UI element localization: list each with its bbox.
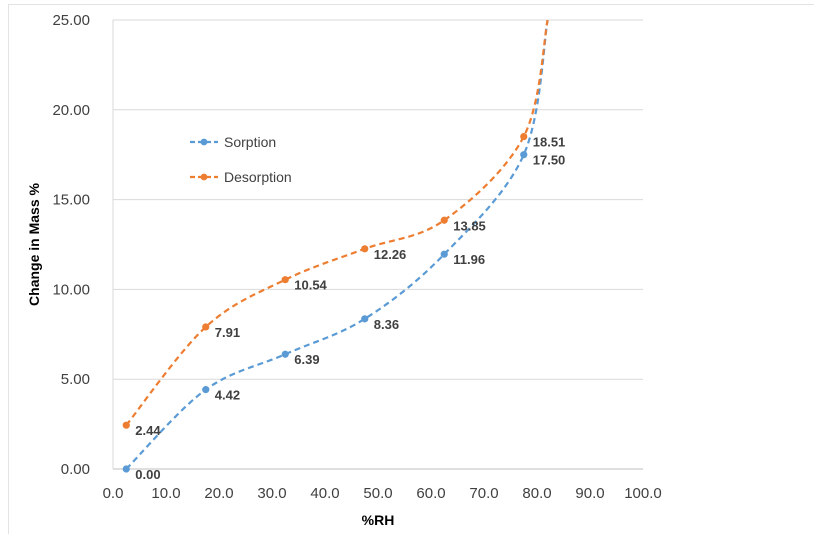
- legend: Sorption Desorption: [190, 134, 292, 185]
- x-tick-label: 40.0: [310, 485, 339, 502]
- chart-frame: [8, 4, 814, 534]
- desorption-marker: [202, 323, 210, 331]
- desorption-data-label: 10.54: [294, 278, 327, 293]
- sorption-data-label: 8.36: [374, 317, 399, 332]
- sorption-line: [125, 20, 549, 470]
- desorption-data-label: 2.44: [135, 423, 161, 438]
- sorption-marker: [361, 315, 369, 323]
- desorption-marker: [122, 421, 130, 429]
- legend-marker-desorption: [200, 173, 208, 181]
- sorption-marker: [122, 465, 130, 473]
- desorption-marker: [281, 276, 289, 284]
- x-tick-label: 90.0: [575, 485, 604, 502]
- desorption-data-label: 12.26: [374, 247, 407, 262]
- sorption-marker: [440, 250, 448, 258]
- sorption-data-label: 17.50: [533, 153, 566, 168]
- legend-marker-sorption: [200, 138, 208, 146]
- x-tick-label: 20.0: [204, 485, 233, 502]
- desorption-data-label: 7.91: [215, 325, 240, 340]
- sorption-data-label: 6.39: [294, 352, 319, 367]
- sorption-data-label: 11.96: [453, 252, 485, 267]
- x-tick-label: 10.0: [151, 485, 180, 502]
- x-tick-label: 0.0: [103, 485, 124, 502]
- series-layer: [122, 20, 549, 473]
- y-tick-label: 0.00: [61, 461, 90, 478]
- desorption-marker: [520, 132, 528, 141]
- y-tick-label: 10.00: [52, 281, 90, 298]
- data-labels: 0.00 4.42 6.39 8.36 11.96 17.50 2.44 7.91 10.54 1…: [135, 135, 565, 482]
- sorption-data-label: 4.42: [215, 388, 240, 403]
- desorption-marker: [361, 245, 369, 253]
- x-tick-label: 50.0: [363, 485, 392, 502]
- x-axis-title: %RH: [362, 512, 395, 528]
- y-axis-title: Change in Mass %: [26, 182, 42, 305]
- x-tick-label: 80.0: [522, 485, 551, 502]
- desorption-marker: [440, 216, 448, 224]
- legend-label-sorption: Sorption: [224, 134, 276, 150]
- axes: 0.00 5.00 10.00 15.00 20.00 25.00 0.0 10.0 20.0 3…: [52, 12, 661, 502]
- y-tick-label: 20.00: [52, 102, 90, 119]
- sorption-marker: [202, 386, 210, 394]
- desorption-data-label: 18.51: [533, 135, 566, 150]
- x-tick-label: 100.0: [624, 485, 662, 502]
- x-tick-label: 60.0: [416, 485, 445, 502]
- legend-label-desorption: Desorption: [224, 169, 292, 185]
- sorption-marker: [281, 350, 289, 358]
- desorption-data-label: 13.85: [453, 218, 486, 233]
- y-tick-label: 25.00: [52, 12, 90, 29]
- gridlines: [113, 19, 643, 380]
- sorption-marker: [520, 151, 528, 159]
- y-tick-label: 5.00: [61, 371, 90, 388]
- x-tick-label: 30.0: [257, 485, 286, 502]
- x-tick-label: 70.0: [469, 485, 498, 502]
- y-tick-label: 15.00: [52, 192, 90, 209]
- sorption-data-label: 0.00: [135, 467, 160, 482]
